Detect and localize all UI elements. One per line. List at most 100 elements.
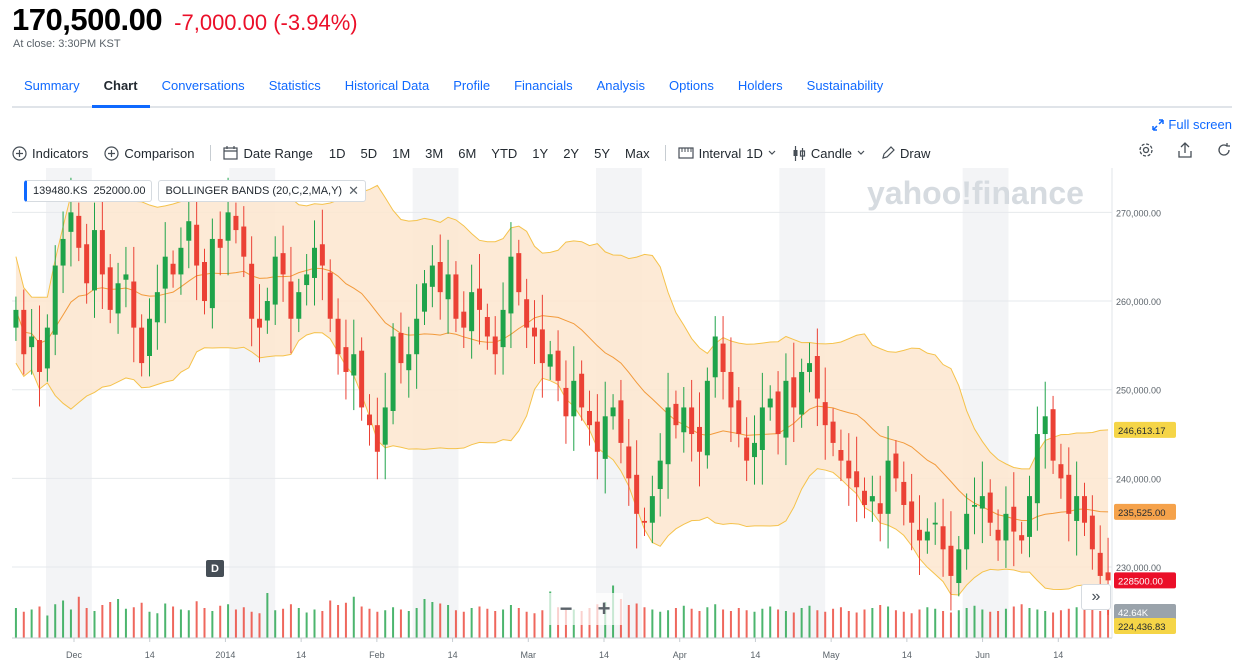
volume-bar: [321, 611, 324, 638]
draw-button[interactable]: Draw: [881, 146, 930, 161]
candle-body: [115, 283, 121, 314]
candle-body: [107, 267, 113, 310]
volume-bar: [54, 604, 57, 638]
candle-body: [1027, 496, 1032, 537]
candle-body: [854, 471, 860, 488]
candle-body: [642, 520, 647, 523]
range-2y[interactable]: 2Y: [563, 145, 580, 161]
zoom-in-icon[interactable]: +: [597, 596, 611, 621]
zoom-out-icon[interactable]: −: [559, 596, 573, 621]
range-3m[interactable]: 3M: [425, 145, 444, 161]
volume-bar: [258, 613, 261, 638]
share-icon[interactable]: [1178, 142, 1192, 158]
candle-body: [846, 460, 852, 479]
candle-body: [767, 398, 773, 408]
candle-body: [791, 377, 797, 408]
candle-body: [492, 336, 498, 355]
candle-body: [1003, 513, 1009, 541]
range-5d[interactable]: 5D: [360, 145, 378, 161]
candle-body: [249, 263, 255, 319]
volume-bar: [942, 611, 945, 638]
range-1y[interactable]: 1Y: [532, 145, 549, 161]
volume-bar: [902, 611, 905, 638]
volume-bar: [910, 613, 913, 638]
tab-options[interactable]: Options: [669, 78, 714, 93]
tab-chart[interactable]: Chart: [91, 70, 150, 108]
candle-body: [877, 503, 883, 514]
candle-body: [681, 407, 687, 433]
chart-type-button[interactable]: Candle: [792, 145, 865, 161]
range-1m[interactable]: 1M: [392, 145, 411, 161]
legend-value: 252000.00: [93, 185, 146, 197]
volume-bar: [38, 606, 41, 638]
indicator-legend[interactable]: BOLLINGER BANDS (20,C,2,MA,Y) ✕: [158, 180, 367, 202]
volume-bar: [635, 603, 638, 638]
close-icon[interactable]: ✕: [348, 183, 360, 198]
volume-bar: [997, 611, 1000, 638]
range-6m[interactable]: 6M: [458, 145, 477, 161]
volume-bar: [439, 603, 442, 638]
tab-statistics[interactable]: Statistics: [268, 78, 321, 93]
candle-body: [359, 350, 365, 408]
candle-body: [390, 336, 396, 411]
volume-bar: [674, 608, 677, 638]
tab-analysis[interactable]: Analysis: [596, 78, 646, 93]
date-range-label: Date Range: [243, 145, 313, 161]
calendar-icon: [223, 146, 239, 160]
full-screen-button[interactable]: Full screen: [1152, 117, 1232, 132]
candle-body: [44, 327, 50, 369]
candlestick-chart[interactable]: 270,000.00 260,000.00 250,000.00 240,000.00…: [12, 168, 1244, 666]
volume-bar: [423, 599, 426, 638]
volume-bar: [769, 606, 772, 638]
volume-bar: [777, 609, 780, 638]
tab-financials[interactable]: Financials: [514, 78, 573, 93]
candle-icon: [793, 145, 805, 161]
candle-body: [327, 272, 333, 319]
settings-gear-icon[interactable]: [1138, 142, 1154, 158]
tab-profile[interactable]: Profile: [453, 78, 491, 93]
candle-body: [154, 292, 160, 323]
legend-indicator: BOLLINGER BANDS (20,C,2,MA,Y): [165, 185, 343, 197]
candle-body: [862, 490, 867, 505]
candle-body: [351, 354, 357, 376]
volume-bar: [407, 611, 410, 638]
candle-body: [264, 301, 270, 321]
tab-conversations[interactable]: Conversations: [161, 78, 245, 93]
candle-body: [657, 460, 663, 490]
interval-button[interactable]: Interval 1D: [677, 146, 776, 161]
volume-bar: [847, 611, 850, 638]
symbol-legend[interactable]: 139480.KS 252000.00: [24, 180, 153, 202]
scroll-to-latest-button[interactable]: »: [1081, 584, 1111, 610]
candle-body: [532, 327, 537, 337]
comparison-label: Comparison: [124, 145, 195, 161]
candle-body: [170, 263, 176, 275]
tab-historical-data[interactable]: Historical Data: [344, 78, 430, 93]
tab-summary[interactable]: Summary: [24, 78, 80, 93]
volume-bar: [392, 607, 395, 638]
comparison-button[interactable]: Comparison: [104, 146, 194, 161]
volume-bar: [965, 608, 968, 638]
volume-bar: [289, 604, 292, 638]
candle-body: [539, 329, 545, 364]
range-max[interactable]: Max: [625, 145, 650, 161]
dividend-marker[interactable]: D: [206, 560, 224, 577]
price-chart[interactable]: 270,000.00 260,000.00 250,000.00 240,000.00…: [12, 168, 1244, 666]
range-1d[interactable]: 1D: [328, 145, 346, 161]
volume-bar: [77, 596, 80, 638]
date-range-button[interactable]: Date Range: [223, 145, 313, 161]
volume-bar: [855, 612, 858, 638]
volume-bar: [344, 602, 347, 638]
candle-body: [728, 371, 734, 408]
indicators-button[interactable]: Indicators: [12, 146, 88, 161]
tab-holders[interactable]: Holders: [737, 78, 783, 93]
tab-sustainability[interactable]: Sustainability: [806, 78, 884, 93]
quote-tabs: Summary Chart Conversations Statistics Histo…: [12, 70, 1232, 108]
range-5y[interactable]: 5Y: [594, 145, 611, 161]
range-ytd[interactable]: YTD: [491, 145, 518, 161]
candle-body: [752, 442, 757, 458]
candle-body: [139, 327, 145, 364]
middle-band-tag-bg: [1114, 503, 1176, 520]
reset-icon[interactable]: [1216, 142, 1232, 158]
volume-bar: [305, 612, 308, 638]
volume-bar: [533, 613, 536, 638]
